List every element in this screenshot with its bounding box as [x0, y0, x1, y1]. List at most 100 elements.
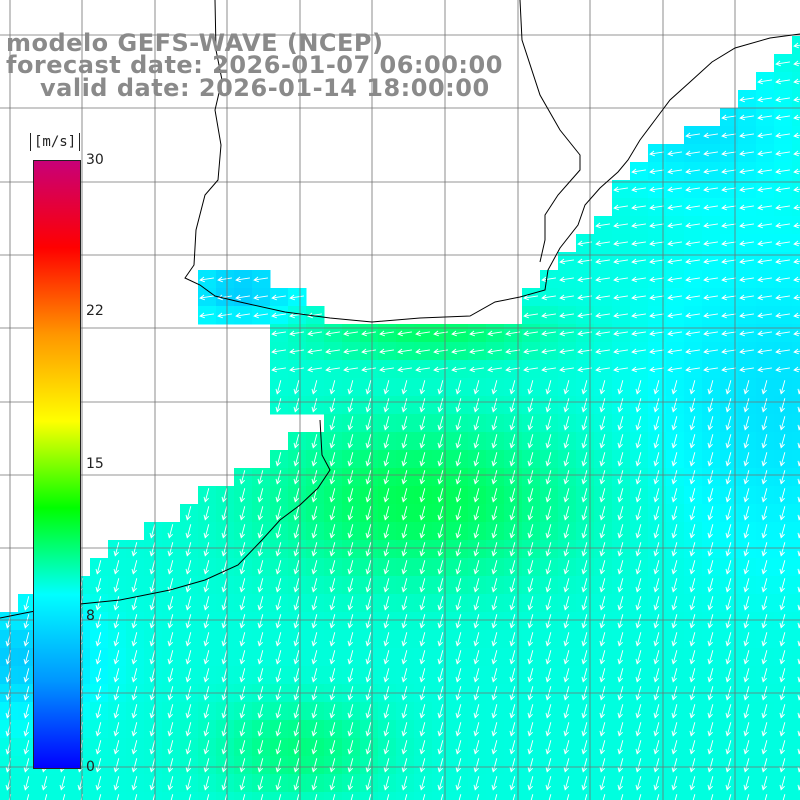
field-cell	[648, 792, 667, 800]
wind-arrow	[599, 398, 606, 413]
wind-arrow	[689, 650, 696, 665]
wind-arrow	[620, 794, 624, 800]
wind-arrow	[757, 222, 772, 229]
wind-arrow	[365, 578, 372, 593]
wind-arrow	[383, 416, 390, 431]
wind-arrow	[527, 668, 534, 683]
wind-arrow	[743, 596, 750, 611]
wind-arrow	[689, 416, 696, 431]
wind-arrow	[707, 470, 714, 485]
wind-arrow	[131, 722, 138, 737]
wind-arrow	[221, 704, 228, 719]
wind-arrow	[671, 434, 678, 449]
wind-arrow	[329, 506, 336, 521]
colorbar-tick-0: 0	[86, 759, 95, 775]
wind-arrow	[437, 668, 444, 683]
coastline	[184, 0, 800, 323]
wind-arrow	[685, 276, 700, 283]
field-cell	[792, 288, 800, 307]
wind-arrow	[779, 776, 786, 791]
wind-arrow	[707, 506, 714, 521]
wind-arrow	[509, 398, 516, 413]
wind-arrow	[653, 452, 660, 467]
wind-arrow	[509, 542, 516, 557]
wind-arrow	[775, 330, 790, 337]
wind-arrow	[761, 740, 768, 755]
wind-arrow	[545, 704, 552, 719]
wind-arrow	[257, 578, 264, 593]
wind-arrow	[689, 614, 696, 629]
wind-arrow	[761, 380, 768, 395]
wind-arrow	[617, 380, 624, 395]
wind-arrow	[671, 704, 678, 719]
wind-arrow	[491, 470, 498, 485]
wind-arrow	[347, 524, 354, 539]
wind-arrow	[707, 434, 714, 449]
wind-arrow	[707, 650, 714, 665]
wind-arrow	[599, 506, 606, 521]
wind-arrow	[98, 794, 102, 800]
wind-arrow	[793, 312, 800, 319]
wind-arrow	[527, 434, 534, 449]
wind-arrow	[347, 722, 354, 737]
wind-arrow	[775, 222, 790, 229]
wind-arrow	[473, 380, 480, 395]
wind-arrow	[743, 506, 750, 521]
wind-arrow	[235, 312, 250, 319]
wind-arrow	[617, 452, 624, 467]
wind-arrow	[689, 596, 696, 611]
wind-arrow	[383, 470, 390, 485]
wind-arrow	[185, 560, 192, 575]
wind-arrow	[689, 380, 696, 395]
wind-arrow	[685, 150, 700, 157]
wind-arrow	[631, 366, 646, 373]
wind-arrow	[739, 114, 754, 121]
field-cell	[540, 792, 559, 800]
wind-arrow	[685, 186, 700, 193]
wind-arrow	[203, 776, 210, 791]
wind-arrow	[311, 596, 318, 611]
wind-arrow	[23, 614, 30, 629]
wind-arrow	[541, 348, 556, 355]
wind-arrow	[379, 366, 394, 373]
wind-arrow	[743, 434, 750, 449]
wind-arrow	[131, 704, 138, 719]
wind-arrow	[653, 776, 660, 791]
wind-arrow	[311, 668, 318, 683]
wind-arrow	[440, 794, 444, 800]
wind-arrow	[764, 794, 768, 800]
wind-arrow	[325, 366, 340, 373]
wind-arrow	[793, 366, 800, 373]
wind-arrow	[95, 596, 102, 611]
wind-arrow	[329, 470, 336, 485]
wind-arrow	[793, 186, 800, 193]
field-cell	[216, 792, 235, 800]
wind-arrow	[329, 758, 336, 773]
wind-arrow	[131, 542, 138, 557]
wind-arrow	[455, 452, 462, 467]
wind-arrow	[599, 668, 606, 683]
wind-arrow	[581, 506, 588, 521]
wind-arrow	[491, 596, 498, 611]
wind-arrow	[368, 794, 372, 800]
colorbar-tick-8: 8	[86, 608, 95, 624]
wind-arrow	[761, 524, 768, 539]
wind-arrow	[545, 542, 552, 557]
field-cell	[792, 234, 800, 253]
wind-arrow	[703, 276, 718, 283]
wind-arrow	[311, 704, 318, 719]
wind-arrow	[437, 722, 444, 737]
valid-date: valid date: 2026-01-14 18:00:00	[40, 74, 490, 102]
wind-arrow	[473, 524, 480, 539]
wind-arrow	[401, 416, 408, 431]
wind-arrow	[527, 506, 534, 521]
wind-arrow	[221, 776, 228, 791]
wind-arrow	[455, 596, 462, 611]
wind-arrow	[401, 758, 408, 773]
wind-arrow	[347, 578, 354, 593]
wind-arrow	[314, 794, 318, 800]
wind-arrow	[185, 596, 192, 611]
wind-arrow	[775, 60, 790, 67]
wind-arrow	[116, 794, 120, 800]
field-cell	[180, 792, 199, 800]
